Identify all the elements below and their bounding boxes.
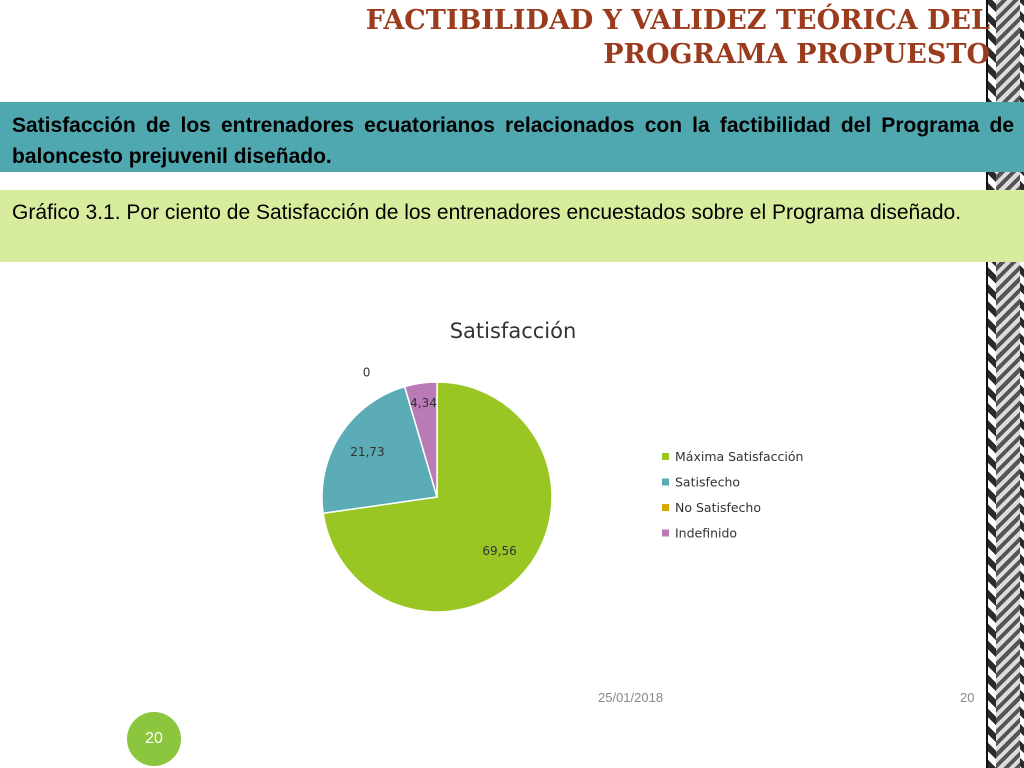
pie-data-label-2: 0: [363, 365, 371, 379]
pie-slice-3: [403, 381, 438, 498]
caption-text: Gráfico 3.1. Por ciento de Satisfacción …: [12, 201, 962, 224]
highlight-text: Satisfacción de los entrenadores ecuator…: [12, 114, 1014, 168]
legend-label-0: Máxima Satisfacción: [675, 449, 803, 464]
slide-title: FACTIBILIDAD Y VALIDEZ TEÓRICA DEL PROGR…: [365, 5, 990, 70]
legend-label-2: No Satisfecho: [675, 500, 761, 515]
highlight-box: Satisfacción de los entrenadores ecuator…: [0, 102, 1024, 172]
caption-box: Gráfico 3.1. Por ciento de Satisfacción …: [0, 190, 1024, 262]
pie-data-label-3: 4,34: [410, 396, 437, 410]
vertical-divider: [986, 0, 988, 768]
footer-page-number: 20: [960, 690, 975, 705]
legend-label-3: Indefinido: [675, 526, 737, 541]
legend-label-1: Satisfecho: [675, 475, 740, 490]
chart-title: Satisfacción: [450, 319, 577, 343]
pie-slice-1: [321, 385, 438, 515]
page-number-badge: 20: [127, 712, 181, 766]
legend-swatch-0: [662, 453, 669, 460]
legend-swatch-3: [662, 529, 669, 537]
pie-chart: Satisfacción 69,56 21,73 0 4,34 Máxima Satisf…: [321, 319, 803, 613]
legend-swatch-2: [662, 504, 669, 511]
legend-swatch-1: [662, 478, 669, 486]
footer-date: 25/01/2018: [598, 690, 664, 705]
pie-data-label-1: 21,73: [350, 445, 384, 459]
pie-data-label-0: 69,56: [482, 544, 516, 558]
